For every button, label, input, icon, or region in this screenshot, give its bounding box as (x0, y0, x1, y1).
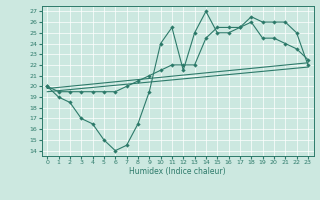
X-axis label: Humidex (Indice chaleur): Humidex (Indice chaleur) (129, 167, 226, 176)
